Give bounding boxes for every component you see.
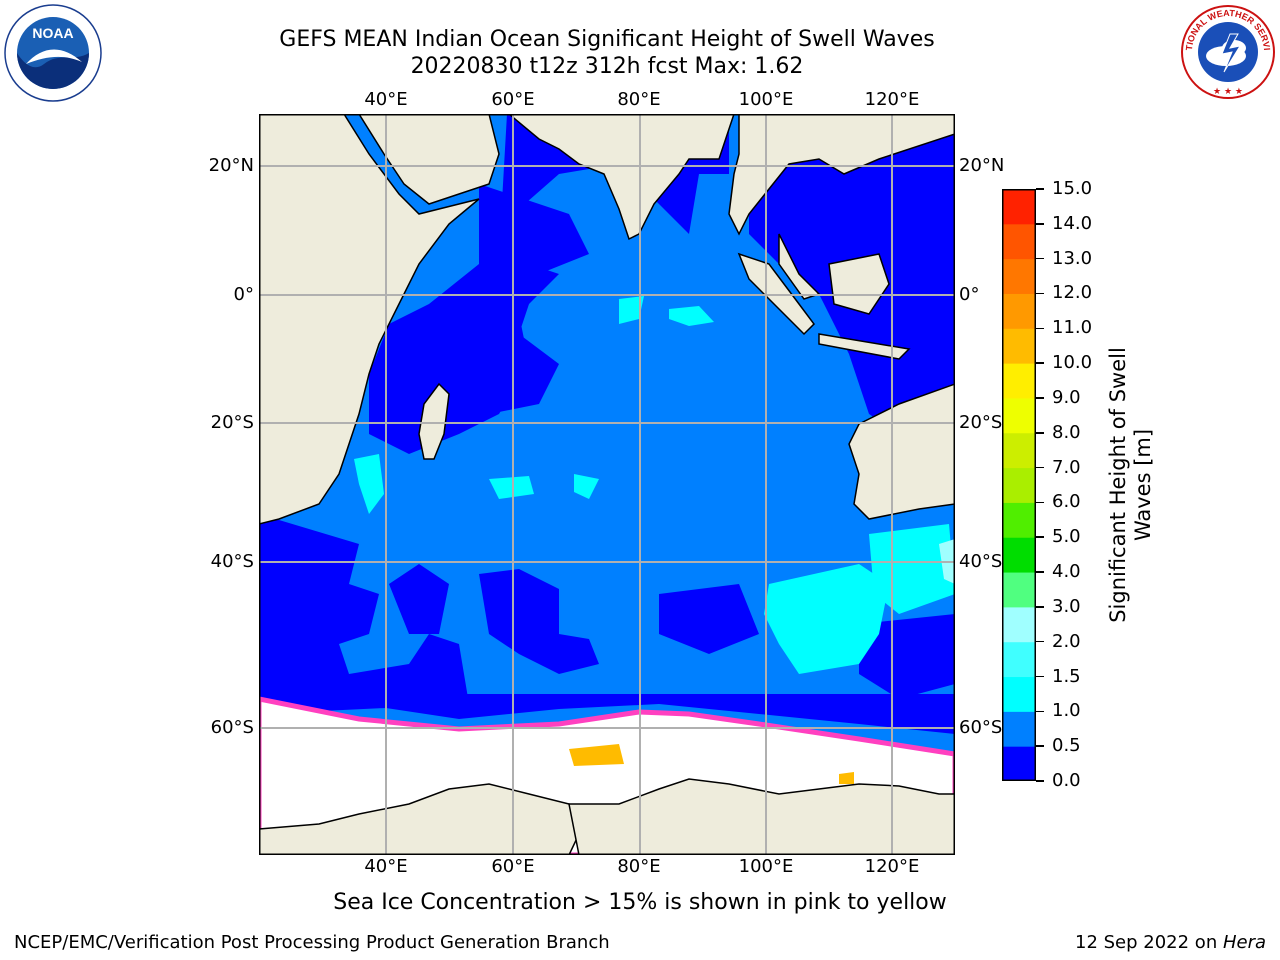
colorbar-tick-label: 6.0 <box>1052 491 1081 513</box>
colorbar-tick-label: 2.0 <box>1052 630 1081 652</box>
lon-label-top-80e: 80°E <box>617 89 661 110</box>
colorbar-segment <box>1002 293 1036 329</box>
credit-text: NCEP/EMC/Verification Post Processing Pr… <box>14 932 610 953</box>
colorbar-tick-label: 5.0 <box>1052 526 1081 548</box>
lon-label-top-40e: 40°E <box>364 89 408 110</box>
colorbar-segment <box>1002 258 1036 294</box>
colorbar-segment <box>1002 467 1036 503</box>
swell-1-0-1-5m-patches <box>354 296 955 674</box>
chart-title: GEFS MEAN Indian Ocean Significant Heigh… <box>279 27 935 52</box>
graticule <box>259 114 955 855</box>
lat-label-left-60s: 60°S <box>210 717 254 738</box>
colorbar-tick-mark <box>1036 327 1044 330</box>
colorbar-tick-mark <box>1036 571 1044 573</box>
colorbar-segment <box>1002 189 1036 225</box>
colorbar-tick-label: 4.0 <box>1052 561 1081 583</box>
colorbar-tick-label: 15.0 <box>1052 178 1093 199</box>
lon-label-top-100e: 100°E <box>738 89 794 110</box>
colorbar-segment <box>1002 746 1036 781</box>
colorbar-label: Significant Height of Swell Waves [m] <box>1106 347 1155 623</box>
colorbar-segment <box>1002 606 1036 643</box>
colorbar <box>1002 189 1036 781</box>
sea-ice-note: Sea Ice Concentration > 15% is shown in … <box>333 890 947 915</box>
lon-label-bottom-80e: 80°E <box>617 856 661 877</box>
colorbar-tick-mark <box>1036 780 1044 782</box>
colorbar-tick-label: 3.0 <box>1052 595 1081 617</box>
colorbar-tick-label: 12.0 <box>1052 282 1093 304</box>
colorbar-tick-mark <box>1036 536 1044 538</box>
colorbar-tick-mark <box>1036 466 1044 469</box>
chart-subtitle: 20220830 t12z 312h fcst Max: 1.62 <box>410 54 804 79</box>
colorbar-segment <box>1002 537 1036 573</box>
colorbar-segment <box>1002 432 1036 469</box>
colorbar-tick-mark <box>1036 640 1044 643</box>
colorbar-tick-mark <box>1036 675 1044 678</box>
lat-label-right-20s: 20°S <box>959 412 1003 433</box>
lat-label-left-0: 0° <box>233 284 254 305</box>
colorbar-tick-label: 13.0 <box>1052 247 1093 269</box>
lat-label-left-20n: 20°N <box>208 155 254 176</box>
colorbar-tick-mark <box>1036 257 1044 260</box>
colorbar-tick-mark <box>1036 501 1044 504</box>
colorbar-segment <box>1002 711 1036 747</box>
colorbar-tick-label: 0.0 <box>1052 770 1081 791</box>
colorbar-tick-label: 10.0 <box>1052 352 1093 374</box>
colorbar-tick-mark <box>1036 432 1044 434</box>
nws-logo: NATIONAL WEATHER SERVICE ★ ★ ★ <box>1180 4 1275 99</box>
colorbar-segment <box>1002 676 1036 712</box>
colorbar-tick-label: 0.5 <box>1052 735 1081 757</box>
colorbar-tick-mark <box>1036 606 1044 608</box>
lat-label-left-20s: 20°S <box>210 412 254 433</box>
colorbar-tick-mark <box>1036 362 1044 364</box>
lon-label-bottom-100e: 100°E <box>738 856 794 877</box>
lat-label-left-40s: 40°S <box>210 551 254 572</box>
colorbar-segment <box>1002 363 1036 399</box>
ocean-map <box>259 114 955 855</box>
colorbar-segment <box>1002 397 1036 434</box>
date-text: 12 Sep 2022 on Hera <box>1075 932 1266 953</box>
colorbar-segment <box>1002 223 1036 260</box>
lat-label-right-20n: 20°N <box>959 155 1005 176</box>
lon-label-top-120e: 120°E <box>864 89 920 110</box>
colorbar-segment <box>1002 328 1036 364</box>
noaa-logo: NOAA <box>4 4 102 102</box>
colorbar-segment <box>1002 641 1036 678</box>
colorbar-segment <box>1002 572 1036 608</box>
colorbar-tick-label: 1.0 <box>1052 700 1081 722</box>
colorbar-tick-label: 8.0 <box>1052 421 1081 443</box>
lat-label-right-60s: 60°S <box>959 717 1003 738</box>
noaa-logo-text: NOAA <box>32 25 73 41</box>
lon-label-bottom-40e: 40°E <box>364 856 408 877</box>
host-name: Hera <box>1222 932 1266 953</box>
land-masses <box>259 114 955 855</box>
colorbar-tick-mark <box>1036 188 1044 190</box>
sea-ice-patch <box>569 744 624 766</box>
lon-label-top-60e: 60°E <box>491 89 535 110</box>
lon-label-bottom-60e: 60°E <box>491 856 535 877</box>
colorbar-tick-label: 14.0 <box>1052 212 1093 234</box>
lat-label-right-0: 0° <box>959 284 980 305</box>
colorbar-tick-mark <box>1036 292 1044 295</box>
colorbar-tick-label: 7.0 <box>1052 456 1081 478</box>
colorbar-tick-label: 1.5 <box>1052 665 1081 687</box>
lat-label-right-40s: 40°S <box>959 551 1003 572</box>
colorbar-tick-label: 11.0 <box>1052 317 1093 339</box>
colorbar-tick-mark <box>1036 710 1044 713</box>
colorbar-segment <box>1002 502 1036 538</box>
colorbar-tick-label: 9.0 <box>1052 386 1081 408</box>
lon-label-bottom-120e: 120°E <box>864 856 920 877</box>
colorbar-tick-mark <box>1036 397 1044 399</box>
colorbar-tick-mark <box>1036 223 1044 225</box>
svg-text:★ ★ ★: ★ ★ ★ <box>1213 87 1243 97</box>
map-frame <box>259 114 955 855</box>
colorbar-tick-mark <box>1036 745 1044 747</box>
